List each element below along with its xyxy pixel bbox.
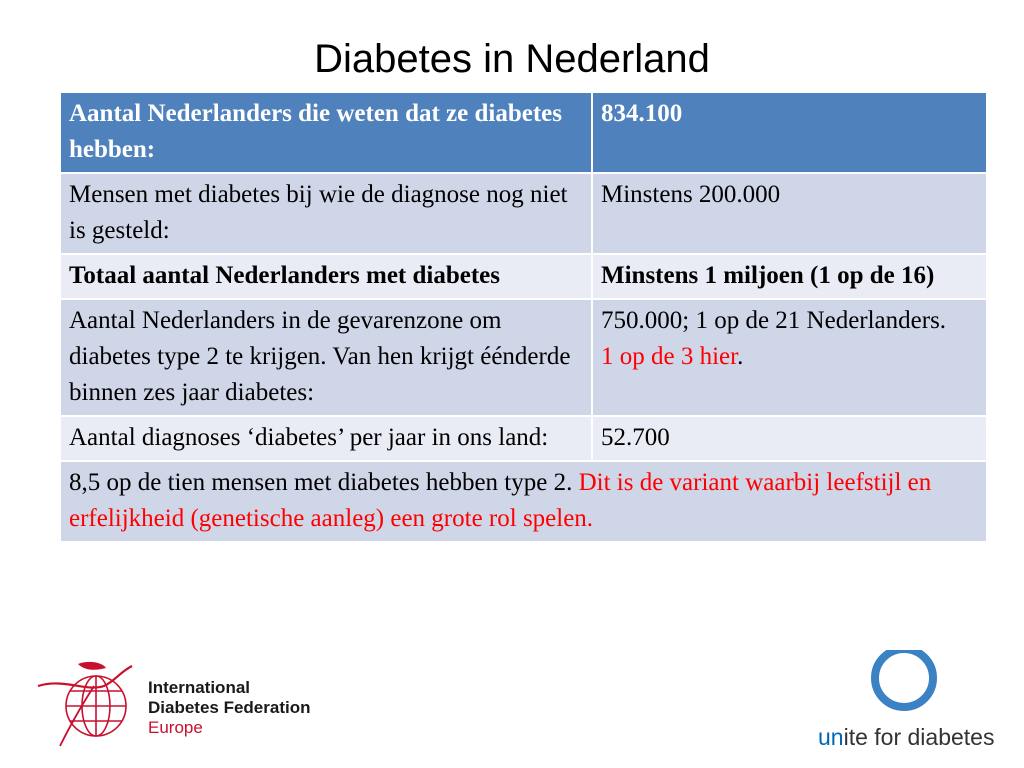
footer-highlight: Dit is de variant waarbij leefstijl en e… (69, 469, 932, 532)
slide-title: Diabetes in Nederland (314, 37, 710, 81)
row-value: Minstens 1 miljoen (1 op de 16) (592, 254, 988, 300)
table-row: Aantal Nederlanders die weten dat ze dia… (61, 93, 988, 174)
idf-line-3: Europe (148, 718, 203, 737)
table-footer-row: 8,5 op de tien mensen met diabetes hebbe… (61, 461, 988, 543)
table-row: Aantal diagnoses ‘diabetes’ per jaar in … (61, 416, 988, 462)
footer-text: 8,5 op de tien mensen met diabetes hebbe… (69, 469, 579, 496)
row-value-end: . (737, 343, 744, 370)
row-value-highlight: 1 op de 3 hier (601, 343, 738, 370)
row-value: 750.000; 1 op de 21 Nederlanders. 1 op de… (592, 299, 988, 417)
row-label: Aantal Nederlanders die weten dat ze dia… (61, 93, 593, 174)
unite-prefix: un (818, 724, 844, 750)
row-value: 52.700 (592, 416, 988, 462)
table-row: Mensen met diabetes bij wie de diagnose … (61, 173, 988, 255)
row-value: 834.100 (592, 93, 988, 174)
table-row: Totaal aantal Nederlanders met diabetes … (61, 254, 988, 300)
idf-logo-text: International Diabetes Federation Europe (148, 678, 311, 738)
blue-circle-icon (871, 650, 937, 711)
footer-cell: 8,5 op de tien mensen met diabetes hebbe… (61, 461, 988, 543)
row-label: Aantal diagnoses ‘diabetes’ per jaar in … (61, 416, 593, 462)
idf-line-2: Diabetes Federation (148, 698, 311, 717)
unite-for-diabetes-logo: unite for diabetes (818, 724, 994, 751)
row-label: Aantal Nederlanders in de gevarenzone om… (61, 299, 593, 417)
row-label: Mensen met diabetes bij wie de diagnose … (61, 173, 593, 255)
row-label: Totaal aantal Nederlanders met diabetes (61, 254, 593, 300)
table-row: Aantal Nederlanders in de gevarenzone om… (61, 299, 988, 417)
row-value: Minstens 200.000 (592, 173, 988, 255)
row-value-main: 750.000; 1 op de 21 Nederlanders. (601, 307, 947, 334)
unite-rest: ite for diabetes (843, 724, 995, 750)
idf-line-1: International (148, 678, 251, 697)
diabetes-table: Aantal Nederlanders die weten dat ze dia… (61, 93, 988, 543)
idf-hummingbird-logo-icon (37, 661, 133, 747)
